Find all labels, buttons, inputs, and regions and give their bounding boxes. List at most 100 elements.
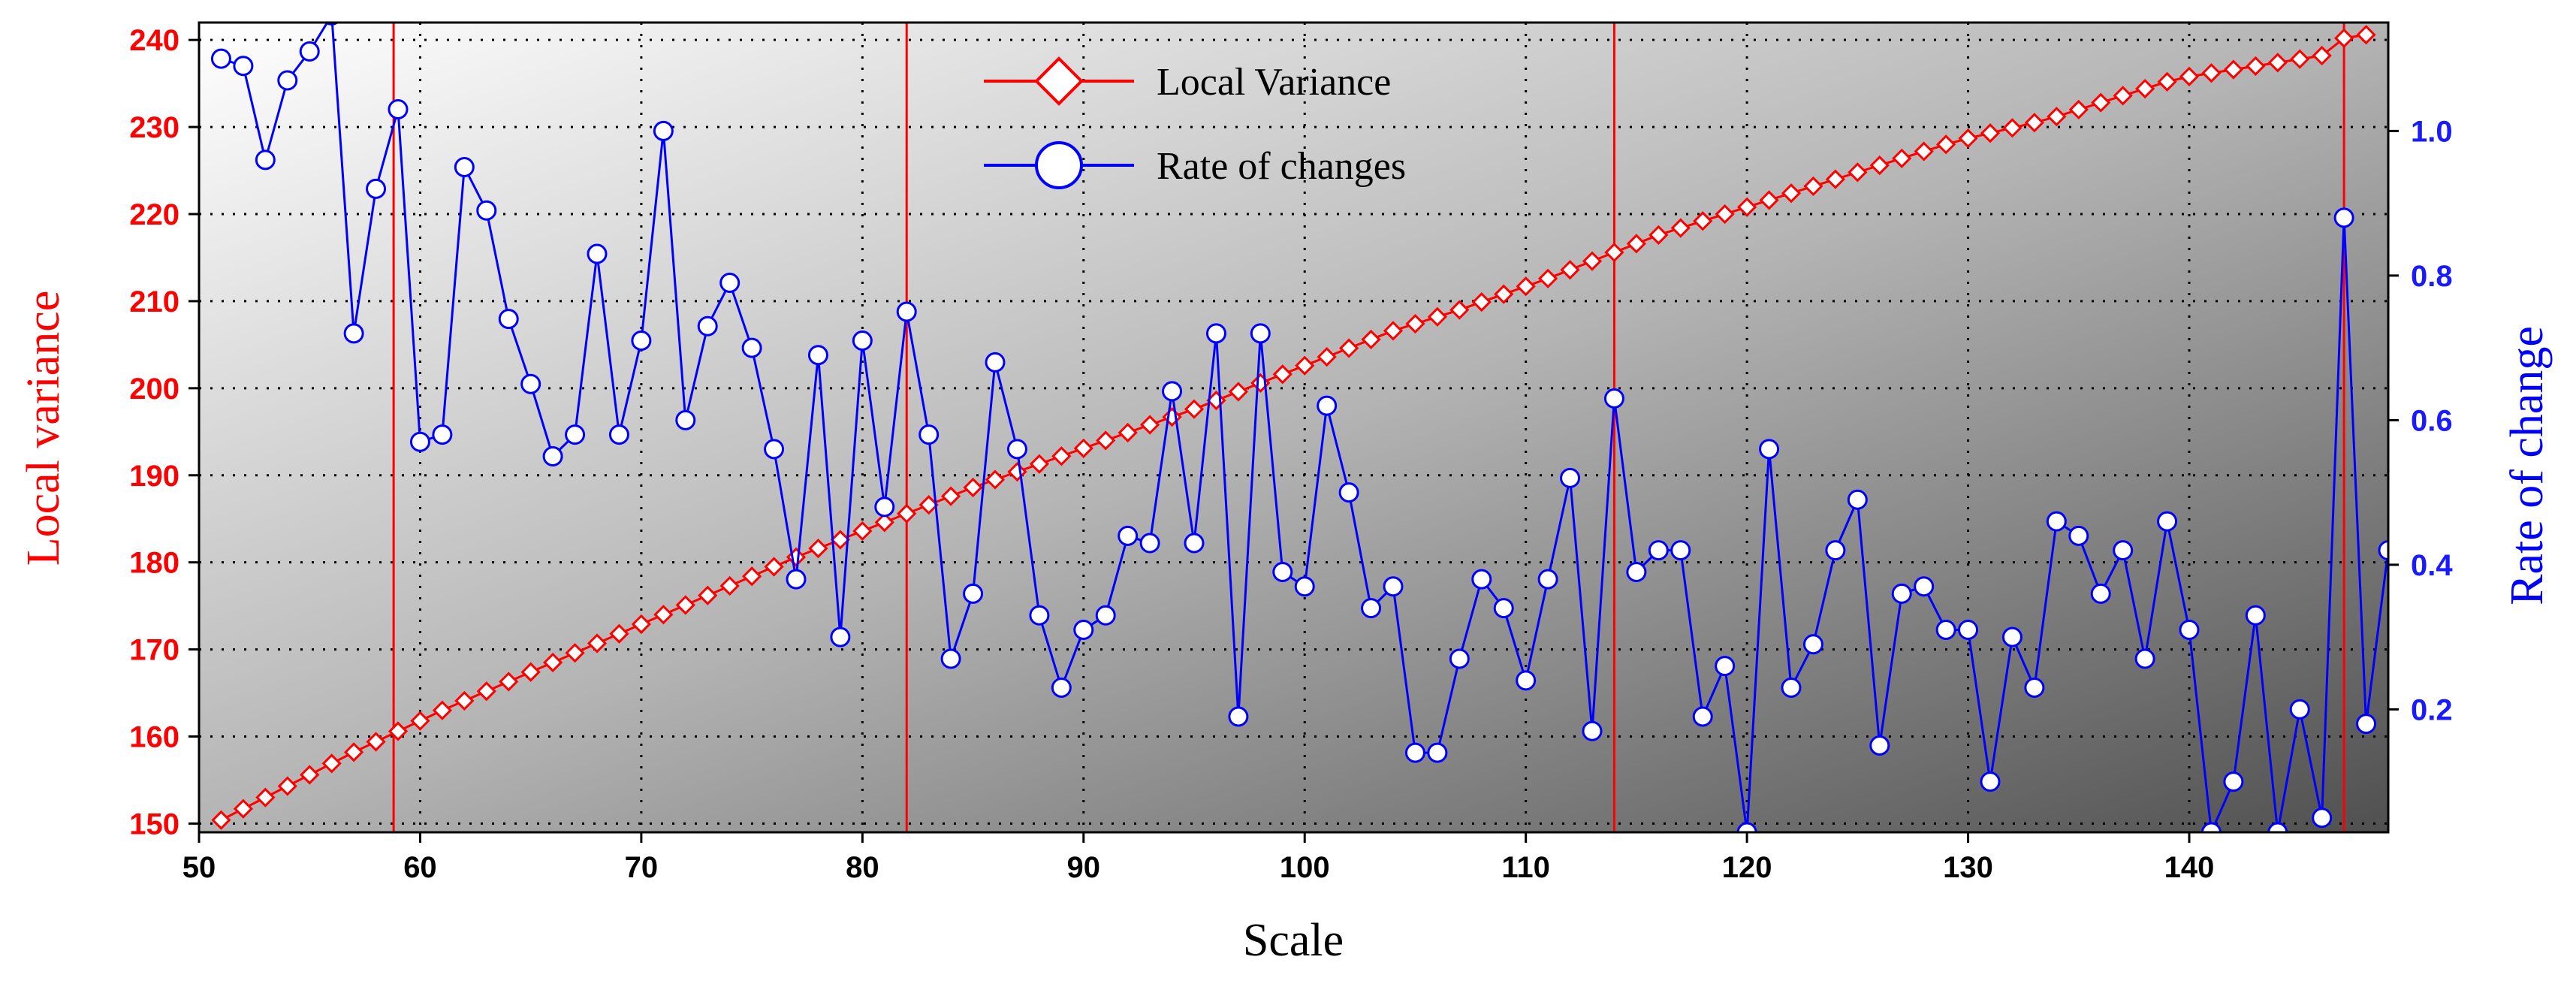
local-variance-point bbox=[277, 776, 297, 796]
rate-of-change-point bbox=[2312, 807, 2333, 829]
local-variance-point bbox=[587, 633, 608, 653]
rate-of-change-point bbox=[2046, 511, 2067, 532]
x-tick-label: 110 bbox=[1501, 851, 1550, 884]
local-variance-point bbox=[432, 700, 453, 720]
left-y-tick-label: 210 bbox=[129, 285, 179, 318]
x-tick-label: 80 bbox=[846, 851, 879, 884]
right-y-tick-label: 0.4 bbox=[2411, 549, 2453, 582]
red-vertical-markers bbox=[392, 23, 2345, 832]
local-variance-point bbox=[2113, 86, 2133, 106]
local-variance-point bbox=[698, 585, 718, 605]
local-variance-point bbox=[520, 662, 541, 682]
rate-of-change-point bbox=[366, 178, 387, 199]
local-variance-point bbox=[1626, 234, 1647, 254]
rate-of-change-point bbox=[2024, 678, 2045, 698]
rate-of-change-point bbox=[299, 41, 320, 62]
x-tick-label: 120 bbox=[1722, 851, 1772, 884]
rate-of-change-point bbox=[2179, 620, 2200, 640]
rate-of-change-point bbox=[1670, 540, 1691, 561]
right-y-tick-label: 1.0 bbox=[2411, 115, 2453, 148]
local-variance-point bbox=[255, 787, 276, 807]
rate-of-change-point bbox=[2223, 771, 2244, 792]
rate-of-change-point bbox=[1715, 656, 1736, 677]
local-variance-point bbox=[1693, 211, 1713, 231]
rate-of-change-point bbox=[807, 345, 828, 366]
local-variance-point bbox=[1759, 190, 1779, 210]
local-variance-point bbox=[2290, 49, 2310, 69]
rate-of-change-point bbox=[719, 273, 741, 293]
local-variance-point bbox=[542, 652, 563, 673]
local-variance-point bbox=[1029, 454, 1050, 474]
rate-of-change-point bbox=[2001, 626, 2022, 647]
rate-of-change-point bbox=[2113, 540, 2134, 561]
local-variance-point bbox=[897, 503, 917, 524]
rate-of-change-point bbox=[520, 373, 541, 394]
rate-of-change-point bbox=[2245, 605, 2266, 626]
local-variance-point bbox=[2068, 99, 2089, 120]
local-variance-point bbox=[2091, 92, 2111, 113]
rate-of-change-point bbox=[1338, 482, 1359, 503]
rate-of-change-point bbox=[1914, 576, 1935, 597]
rate-of-change-point bbox=[542, 446, 563, 466]
local-variance-point bbox=[1118, 422, 1138, 443]
local-variance-point bbox=[233, 798, 254, 819]
local-variance-point bbox=[1648, 225, 1669, 245]
local-variance-point bbox=[1051, 446, 1072, 466]
rate-of-change-point bbox=[1118, 525, 1139, 546]
local-variance-point bbox=[1537, 268, 1558, 288]
rate-of-change-point bbox=[1980, 771, 2001, 792]
local-variance-point bbox=[1825, 169, 1846, 189]
local-variance-point bbox=[300, 765, 320, 785]
local-variance-point bbox=[2356, 25, 2376, 45]
rate-of-change-point bbox=[830, 626, 851, 647]
local-variance-point bbox=[1516, 276, 1536, 297]
local-variance-point bbox=[1958, 128, 1978, 149]
rate-of-change-point bbox=[2333, 207, 2354, 228]
rate-of-change-point bbox=[1294, 576, 1315, 597]
local-variance-point bbox=[1914, 141, 1934, 161]
local-variance-point bbox=[1604, 242, 1624, 263]
local-variance-point bbox=[985, 469, 1006, 490]
local-variance-point bbox=[2179, 66, 2200, 86]
rate-of-change-point bbox=[608, 424, 629, 445]
rate-of-change-point bbox=[1317, 395, 1338, 416]
rate-of-change-point bbox=[498, 309, 519, 330]
local-variance-point bbox=[808, 538, 828, 559]
local-variance-point bbox=[631, 614, 652, 635]
left-y-axis-label: Local variance bbox=[18, 291, 69, 566]
rate-of-change-point bbox=[2157, 511, 2178, 532]
legend-marker-diamond bbox=[1034, 56, 1084, 106]
left-y-tick-label: 200 bbox=[129, 373, 179, 406]
rate-of-change-point bbox=[1449, 648, 1470, 669]
rate-of-change-point bbox=[1869, 735, 1890, 756]
rate-of-change-point bbox=[963, 583, 984, 604]
local-variance-point bbox=[1781, 183, 1802, 204]
rate-of-change-point bbox=[1073, 620, 1094, 640]
local-variance-point bbox=[963, 477, 983, 498]
rate-of-change-point bbox=[1825, 540, 1846, 561]
rate-of-change-point bbox=[1493, 598, 1514, 619]
left-y-tick-label: 240 bbox=[129, 24, 179, 57]
rate-of-change-point bbox=[1162, 381, 1183, 402]
x-tick-label: 100 bbox=[1280, 851, 1330, 884]
local-variance-point bbox=[918, 495, 939, 515]
x-axis-ticks: 50 60 70 80 90 100 110 120 130 140 bbox=[182, 832, 2214, 884]
local-variance-point bbox=[2002, 118, 2022, 138]
rate-of-change-point bbox=[1361, 598, 1382, 619]
grid-lines bbox=[199, 23, 2388, 832]
rate-of-change-point bbox=[1847, 489, 1868, 510]
local-variance-point bbox=[1935, 134, 1956, 155]
local-variance-point bbox=[1449, 300, 1470, 320]
rate-of-change-point bbox=[1139, 533, 1160, 554]
rate-of-change-point bbox=[587, 243, 608, 264]
rate-of-change-point bbox=[2090, 583, 2111, 604]
rate-of-change-point bbox=[1582, 720, 1603, 741]
left-y-tick-label: 230 bbox=[129, 111, 179, 144]
x-tick-label: 60 bbox=[403, 851, 437, 884]
rate-of-change-point bbox=[476, 200, 497, 221]
local-variance-point bbox=[2223, 59, 2244, 80]
local-variance-point bbox=[852, 521, 873, 542]
rate-of-change-point bbox=[918, 424, 940, 445]
rate-of-change-point bbox=[764, 439, 785, 460]
local-variance-point bbox=[211, 810, 231, 830]
